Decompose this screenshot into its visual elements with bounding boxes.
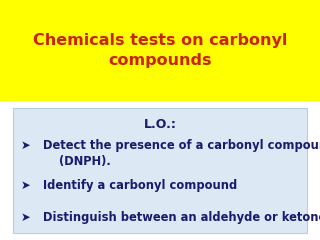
Text: Distinguish between an aldehyde or ketone: Distinguish between an aldehyde or keton…	[43, 211, 320, 224]
Text: ➤: ➤	[21, 179, 30, 192]
Text: Identify a carbonyl compound: Identify a carbonyl compound	[43, 179, 237, 192]
FancyBboxPatch shape	[0, 0, 320, 101]
Text: Detect the presence of a carbonyl compound
    (DNPH).: Detect the presence of a carbonyl compou…	[43, 139, 320, 168]
Text: ➤: ➤	[21, 211, 30, 224]
FancyBboxPatch shape	[13, 108, 307, 233]
Text: Chemicals tests on carbonyl
compounds: Chemicals tests on carbonyl compounds	[33, 33, 287, 67]
Text: ➤: ➤	[21, 139, 30, 152]
Text: L.O.:: L.O.:	[144, 118, 176, 131]
